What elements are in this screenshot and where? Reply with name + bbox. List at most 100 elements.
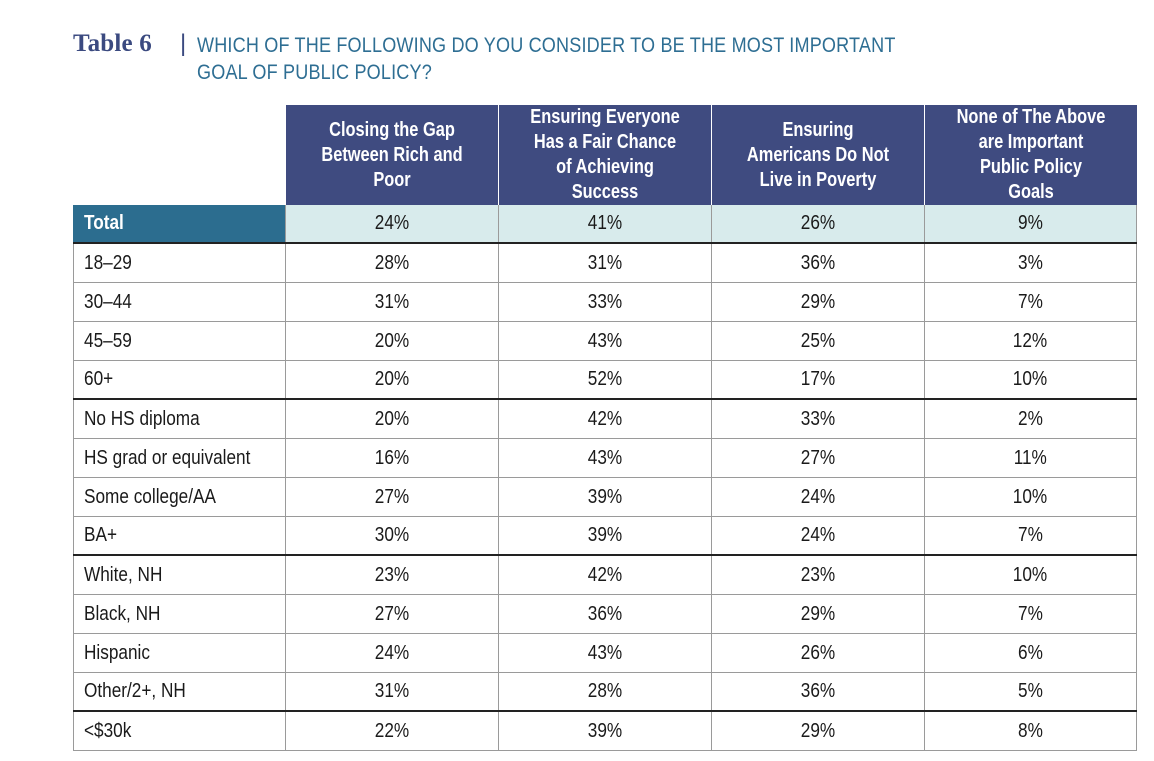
cell-value: 26% (800, 641, 836, 664)
column-header: Ensuring Americans Do Not Live in Povert… (711, 105, 924, 205)
results-table: Closing the Gap Between Rich and Poor En… (73, 105, 1137, 751)
table-question: WHICH OF THE FOLLOWING DO YOU CONSIDER T… (197, 32, 971, 86)
value-cell: 24% (711, 517, 924, 554)
value-cell: 3% (924, 244, 1137, 282)
value-cell: 9% (924, 205, 1137, 242)
cell-value: 3% (1018, 251, 1043, 274)
column-header: Ensuring Everyone Has a Fair Chance of A… (498, 105, 711, 205)
cell-value: 24% (374, 212, 410, 234)
row-label-cell: <$30k (73, 712, 285, 750)
row-label: BA+ (84, 524, 117, 546)
row-label: Other/2+, NH (84, 680, 186, 702)
value-cell: 31% (498, 244, 711, 282)
cell-value: 33% (587, 290, 623, 313)
row-label: Total (84, 212, 124, 234)
value-cell: 7% (924, 595, 1137, 633)
cell-value: 23% (800, 563, 836, 586)
cell-value: 25% (800, 329, 836, 352)
cell-value: 7% (1018, 602, 1043, 625)
value-cell: 2% (924, 400, 1137, 438)
cell-value: 24% (374, 641, 410, 664)
value-cell: 10% (924, 556, 1137, 594)
cell-value: 31% (374, 680, 410, 702)
row-label-cell: 60+ (73, 361, 285, 398)
cell-value: 27% (374, 602, 410, 625)
row-label-cell: Black, NH (73, 595, 285, 633)
row-label-cell: Other/2+, NH (73, 673, 285, 710)
table-header: Closing the Gap Between Rich and Poor En… (73, 105, 1137, 205)
cell-value: 9% (1018, 212, 1043, 234)
table-row: <$30k 22% 39% 29% 8% (73, 712, 1137, 751)
cell-value: 28% (374, 251, 410, 274)
cell-value: 39% (587, 524, 623, 546)
value-cell: 42% (498, 556, 711, 594)
value-cell: 39% (498, 517, 711, 554)
table-row: Hispanic 24% 43% 26% 6% (73, 634, 1137, 673)
value-cell: 43% (498, 322, 711, 360)
value-cell: 52% (498, 361, 711, 398)
table-row: 60+ 20% 52% 17% 10% (73, 361, 1137, 400)
column-header-label: None of The Above are Important Public P… (956, 106, 1106, 203)
value-cell: 36% (711, 244, 924, 282)
row-label: No HS diploma (84, 407, 200, 430)
cell-value: 42% (587, 563, 623, 586)
column-header-label: Closing the Gap Between Rich and Poor (321, 118, 463, 191)
table-row: 18–29 28% 31% 36% 3% (73, 244, 1137, 283)
table-row: 30–44 31% 33% 29% 7% (73, 283, 1137, 322)
row-label: 45–59 (84, 329, 132, 352)
cell-value: 41% (587, 212, 623, 234)
value-cell: 7% (924, 517, 1137, 554)
question-line-1: WHICH OF THE FOLLOWING DO YOU CONSIDER T… (197, 34, 896, 57)
value-cell: 29% (711, 712, 924, 750)
value-cell: 17% (711, 361, 924, 398)
table-body: Total 24% 41% 26% 9% 18–29 28% 31% 36% 3% 30–44 31%… (73, 205, 1137, 751)
value-cell: 30% (285, 517, 498, 554)
cell-value: 20% (374, 368, 410, 390)
cell-value: 30% (374, 524, 410, 546)
cell-value: 10% (1013, 485, 1048, 508)
value-cell: 24% (285, 205, 498, 242)
table-row: Some college/AA 27% 39% 24% 10% (73, 478, 1137, 517)
cell-value: 20% (374, 407, 410, 430)
row-label-cell: HS grad or equivalent (73, 439, 285, 477)
row-label: White, NH (84, 563, 163, 586)
row-label-cell: White, NH (73, 556, 285, 594)
value-cell: 11% (924, 439, 1137, 477)
value-cell: 27% (285, 595, 498, 633)
value-cell: 31% (285, 283, 498, 321)
cell-value: 26% (800, 212, 836, 234)
value-cell: 20% (285, 322, 498, 360)
value-cell: 26% (711, 634, 924, 672)
row-label-cell: Total (73, 205, 285, 242)
cell-value: 43% (587, 641, 623, 664)
cell-value: 36% (800, 251, 836, 274)
cell-value: 22% (374, 719, 410, 742)
column-header-label: Ensuring Everyone Has a Fair Chance of A… (530, 106, 680, 203)
value-cell: 10% (924, 478, 1137, 516)
column-header: None of The Above are Important Public P… (924, 105, 1137, 205)
value-cell: 31% (285, 673, 498, 710)
column-header-label: Ensuring Americans Do Not Live in Povert… (746, 118, 890, 191)
value-cell: 36% (498, 595, 711, 633)
total-row: Total 24% 41% 26% 9% (73, 205, 1137, 244)
cell-value: 24% (800, 485, 836, 508)
value-cell: 24% (711, 478, 924, 516)
cell-value: 2% (1018, 407, 1043, 430)
cell-value: 10% (1013, 563, 1048, 586)
row-label-cell: Hispanic (73, 634, 285, 672)
value-cell: 10% (924, 361, 1137, 398)
value-cell: 36% (711, 673, 924, 710)
cell-value: 11% (1013, 446, 1048, 469)
value-cell: 33% (498, 283, 711, 321)
cell-value: 10% (1013, 368, 1048, 390)
value-cell: 39% (498, 478, 711, 516)
cell-value: 29% (800, 719, 836, 742)
value-cell: 20% (285, 361, 498, 398)
row-label: <$30k (84, 719, 132, 742)
column-header: Closing the Gap Between Rich and Poor (285, 105, 498, 205)
question-line-2: GOAL OF PUBLIC POLICY? (197, 61, 432, 84)
cell-value: 24% (800, 524, 836, 546)
value-cell: 22% (285, 712, 498, 750)
table-row: HS grad or equivalent 16% 43% 27% 11% (73, 439, 1137, 478)
row-label: 60+ (84, 368, 114, 390)
